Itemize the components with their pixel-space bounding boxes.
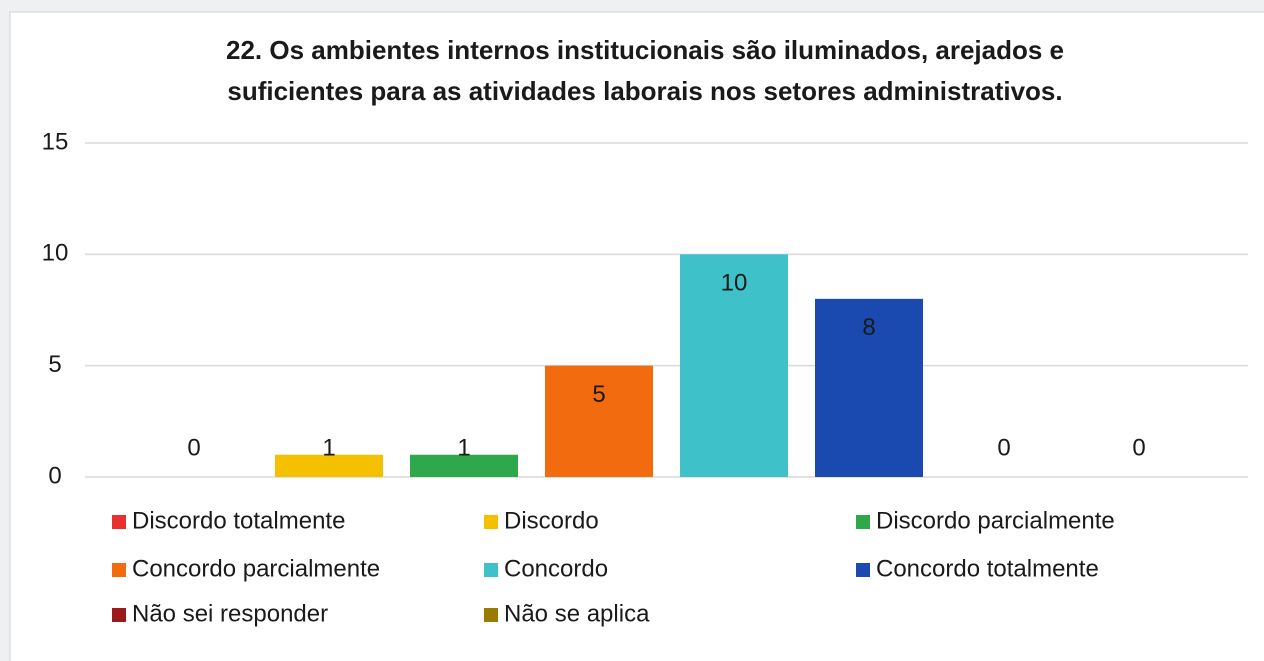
legend-label: Concordo [504,555,608,582]
data-label: 1 [322,434,335,461]
data-label: 0 [997,434,1010,461]
bar [815,298,923,477]
data-label: 1 [457,434,470,461]
data-label: 5 [592,381,605,408]
y-tick-label: 0 [48,462,61,489]
data-label: 0 [187,434,200,461]
legend-swatch [856,515,870,529]
chart-title: suficientes para as atividades laborais … [227,76,1062,106]
bar [275,454,383,477]
legend-label: Concordo totalmente [876,555,1099,582]
chart-title: 22. Os ambientes internos institucionais… [226,35,1064,65]
chart-area [9,11,1264,661]
legend-label: Não se aplica [504,600,650,627]
bar [680,254,788,477]
data-label: 0 [1132,434,1145,461]
legend-swatch [484,563,498,577]
legend-swatch [484,608,498,622]
bar [410,454,518,477]
legend-swatch [112,515,126,529]
legend-swatch [112,608,126,622]
data-label: 10 [721,270,748,297]
legend-label: Discordo [504,507,599,534]
legend-label: Concordo parcialmente [132,555,380,582]
legend-label: Discordo totalmente [132,507,345,534]
y-tick-label: 15 [42,128,69,155]
legend-label: Não sei responder [132,600,328,627]
y-tick-label: 10 [42,240,69,267]
legend-swatch [112,563,126,577]
legend-swatch [856,563,870,577]
bar [545,365,653,477]
legend-label: Discordo parcialmente [876,507,1115,534]
y-tick-label: 5 [48,351,61,378]
legend-swatch [484,515,498,529]
data-label: 8 [862,314,875,341]
